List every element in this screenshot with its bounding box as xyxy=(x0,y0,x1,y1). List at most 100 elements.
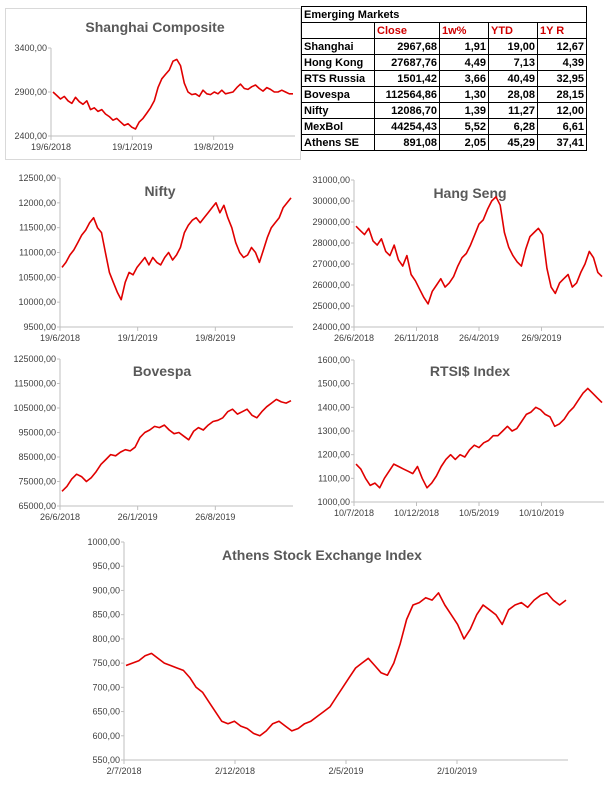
bovespa-y-tick-label: 85000,00 xyxy=(18,452,56,462)
cell-close: 1501,42 xyxy=(374,70,440,87)
cell-w1: 5,52 xyxy=(439,118,489,135)
cell-close: 2967,68 xyxy=(374,38,440,55)
cell-ytd: 40,49 xyxy=(488,70,538,87)
cell-w1: 1,30 xyxy=(439,86,489,103)
athens-y-tick-label: 850,00 xyxy=(92,610,120,620)
table-row: Shanghai 2967,68 1,91 19,00 12,67 xyxy=(301,38,587,55)
bovespa-y-tick-label: 65000,00 xyxy=(18,501,56,511)
rtsi-y-tick-label: 1200,00 xyxy=(317,450,350,460)
nifty-x-tick-label: 19/8/2019 xyxy=(195,333,235,343)
bovespa-x-tick-label: 26/6/2018 xyxy=(40,512,80,522)
athens-x-tick-label: 2/7/2018 xyxy=(106,766,141,776)
rtsi-y-tick-label: 1500,00 xyxy=(317,379,350,389)
bovespa-chart: Bovespa 65000,00 75000,00 85000,00 95000,00 1… xyxy=(13,354,293,522)
athens-chart: Athens Stock Exchange Index 550,00 600,00 6… xyxy=(87,537,568,776)
cell-ytd: 45,29 xyxy=(488,134,538,151)
hangseng-series-line xyxy=(355,195,603,305)
cell-y1: 4,39 xyxy=(537,54,587,71)
athens-title: Athens Stock Exchange Index xyxy=(222,547,422,563)
header-ytd: YTD xyxy=(488,22,538,39)
cell-name: Bovespa xyxy=(301,86,375,103)
shanghai-x-tick-label: 19/1/2019 xyxy=(112,142,152,152)
cell-y1: 28,15 xyxy=(537,86,587,103)
cell-name: Athens SE xyxy=(301,134,375,151)
shanghai-series-line xyxy=(52,58,293,130)
rtsi-y-tick-label: 1000,00 xyxy=(317,497,350,507)
athens-x-tick-label: 2/10/2019 xyxy=(437,766,477,776)
nifty-y-tick-label: 10500,00 xyxy=(18,272,56,282)
hangseng-y-tick-label: 26000,00 xyxy=(312,280,350,290)
table-row: Athens SE 891,08 2,05 45,29 37,41 xyxy=(301,134,587,151)
table-row: Nifty 12086,70 1,39 11,27 12,00 xyxy=(301,102,587,119)
bovespa-y-tick-label: 95000,00 xyxy=(18,428,56,438)
cell-close: 112564,86 xyxy=(374,86,440,103)
bovespa-y-tick-label: 115000,00 xyxy=(14,379,56,389)
nifty-y-tick-label: 9500,00 xyxy=(23,322,56,332)
header-close: Close xyxy=(374,22,440,39)
nifty-x-tick-label: 19/6/2018 xyxy=(40,333,80,343)
cell-y1: 12,67 xyxy=(537,38,587,55)
rtsi-y-tick-label: 1300,00 xyxy=(317,426,350,436)
cell-name: RTS Russia xyxy=(301,70,375,87)
athens-y-tick-label: 900,00 xyxy=(92,585,120,595)
cell-close: 891,08 xyxy=(374,134,440,151)
rtsi-chart: RTSI$ Index 1000,00 1100,00 1200,00 1300,00 1… xyxy=(317,355,604,518)
athens-y-tick-label: 550,00 xyxy=(92,755,120,765)
hangseng-title: Hang Seng xyxy=(433,185,506,201)
nifty-x-tick-label: 19/1/2019 xyxy=(118,333,158,343)
table-row: RTS Russia 1501,42 3,66 40,49 32,95 xyxy=(301,70,587,87)
header-1y: 1Y R xyxy=(537,22,587,39)
cell-y1: 37,41 xyxy=(537,134,587,151)
cell-w1: 1,39 xyxy=(439,102,489,119)
athens-y-tick-label: 950,00 xyxy=(92,561,120,571)
cell-name: Nifty xyxy=(301,102,375,119)
rtsi-x-tick-label: 10/12/2018 xyxy=(394,508,439,518)
nifty-title: Nifty xyxy=(144,183,175,199)
hangseng-x-tick-label: 26/9/2019 xyxy=(521,333,561,343)
bovespa-x-tick-label: 26/8/2019 xyxy=(195,512,235,522)
cell-close: 27687,76 xyxy=(374,54,440,71)
hangseng-y-tick-label: 24000,00 xyxy=(312,322,350,332)
hangseng-chart: Hang Seng 24000,00 25000,00 26000,00 27000,0… xyxy=(312,175,604,343)
cell-ytd: 19,00 xyxy=(488,38,538,55)
rtsi-x-tick-label: 10/10/2019 xyxy=(519,508,564,518)
cell-name: MexBol xyxy=(301,118,375,135)
hangseng-x-tick-label: 26/4/2019 xyxy=(459,333,499,343)
bovespa-series-line xyxy=(61,398,292,492)
athens-x-tick-label: 2/12/2018 xyxy=(215,766,255,776)
athens-y-tick-label: 700,00 xyxy=(92,682,120,692)
nifty-y-tick-label: 12000,00 xyxy=(18,198,56,208)
cell-close: 44254,43 xyxy=(374,118,440,135)
rtsi-y-tick-label: 1600,00 xyxy=(317,355,350,365)
table-title: Emerging Markets xyxy=(301,6,587,23)
table-header-row: Close 1w% YTD 1Y R xyxy=(301,22,587,39)
hangseng-y-tick-label: 27000,00 xyxy=(312,259,350,269)
cell-name: Shanghai xyxy=(301,38,375,55)
rtsi-y-tick-label: 1100,00 xyxy=(318,473,350,483)
table-title-row: Emerging Markets xyxy=(301,6,587,23)
athens-series-line xyxy=(125,592,567,737)
bovespa-title: Bovespa xyxy=(133,363,192,379)
rtsi-x-tick-label: 10/7/2018 xyxy=(334,508,374,518)
hangseng-y-tick-label: 29000,00 xyxy=(312,217,350,227)
nifty-y-tick-label: 11000,00 xyxy=(19,248,56,258)
cell-y1: 32,95 xyxy=(537,70,587,87)
shanghai-y-tick-label: 2900,00 xyxy=(14,87,47,97)
hangseng-x-tick-label: 26/6/2018 xyxy=(334,333,374,343)
header-1w: 1w% xyxy=(439,22,489,39)
table-row: Bovespa 112564,86 1,30 28,08 28,15 xyxy=(301,86,587,103)
cell-ytd: 7,13 xyxy=(488,54,538,71)
nifty-series-line xyxy=(61,197,292,301)
cell-w1: 4,49 xyxy=(439,54,489,71)
cell-ytd: 11,27 xyxy=(488,102,538,119)
bovespa-y-tick-label: 105000,00 xyxy=(13,403,56,413)
athens-y-tick-label: 800,00 xyxy=(92,634,120,644)
bovespa-y-tick-label: 75000,00 xyxy=(18,477,56,487)
rtsi-x-tick-label: 10/5/2019 xyxy=(459,508,499,518)
table-row: MexBol 44254,43 5,52 6,28 6,61 xyxy=(301,118,587,135)
nifty-y-tick-label: 10000,00 xyxy=(18,297,56,307)
cell-y1: 6,61 xyxy=(537,118,587,135)
rtsi-title: RTSI$ Index xyxy=(430,363,510,379)
emerging-markets-table: Emerging Markets Close 1w% YTD 1Y R Shan… xyxy=(301,6,587,151)
hangseng-y-tick-label: 31000,00 xyxy=(312,175,350,185)
